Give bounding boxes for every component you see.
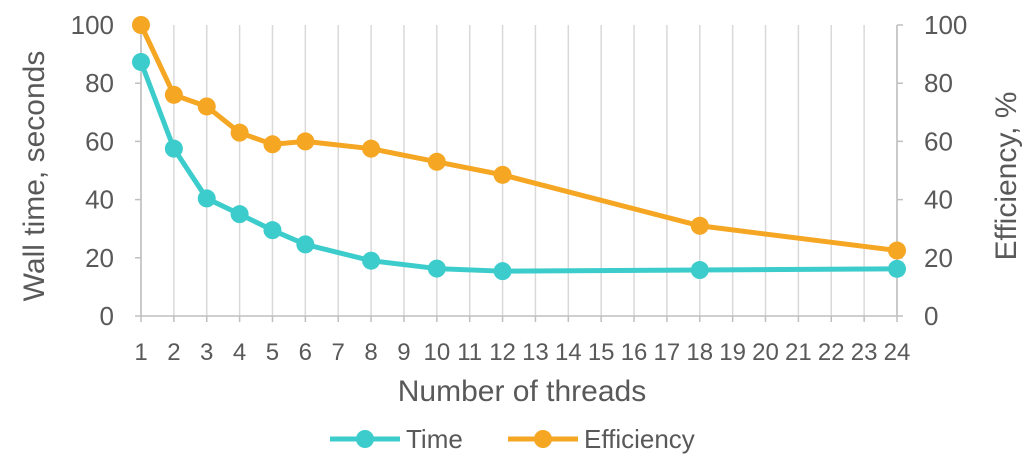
- x-tick-label: 24: [884, 339, 911, 366]
- y2-tick-label: 20: [924, 243, 953, 273]
- y-tick-label: 80: [85, 68, 114, 98]
- x-tick-label: 5: [266, 339, 279, 366]
- time-data-point: [493, 262, 512, 281]
- efficiency-data-point: [230, 123, 249, 142]
- y2-tick-label: 100: [924, 10, 967, 40]
- x-tick-label: 20: [752, 339, 779, 366]
- y-tick-label: 40: [85, 185, 114, 215]
- y-axis-title: Wall time, seconds: [18, 51, 51, 302]
- efficiency-data-point: [296, 132, 315, 151]
- right-y-axis-ticks: 0 20 40 60 80 100: [897, 10, 967, 331]
- x-tick-label: 8: [364, 339, 377, 366]
- time-data-point: [888, 259, 906, 278]
- legend-time-label: Time: [406, 424, 463, 454]
- x-tick-label: 10: [423, 339, 450, 366]
- x-tick-label: 18: [686, 339, 713, 366]
- efficiency-data-point: [888, 241, 906, 260]
- efficiency-series-line: [138, 23, 898, 254]
- x-tick-label: 4: [233, 339, 246, 366]
- x-tick-label: 13: [522, 339, 549, 366]
- legend-efficiency-label: Efficiency: [584, 424, 695, 454]
- y-tick-label: 0: [100, 301, 114, 331]
- x-tick-label: 21: [785, 339, 812, 366]
- time-data-point: [132, 52, 150, 71]
- time-series-line: [138, 61, 898, 274]
- time-data-point: [296, 235, 315, 254]
- left-y-axis-ticks: 0 20 40 60 80 100: [71, 10, 141, 331]
- x-tick-label: 7: [332, 339, 345, 366]
- y2-tick-label: 60: [924, 126, 953, 156]
- x-axis-ticks: 1 2 3 4 5 6 7 8 9 10 11 12 13 14 15 16 17 18 19 20 21 22 23 24: [134, 316, 910, 366]
- time-data-point: [427, 259, 446, 278]
- x-tick-label: 9: [397, 339, 410, 366]
- x-tick-label: 1: [134, 339, 147, 366]
- y-tick-label: 100: [71, 10, 114, 40]
- x-tick-label: 19: [719, 339, 746, 366]
- legend: Time Efficiency: [330, 424, 695, 454]
- efficiency-data-point: [164, 85, 183, 104]
- y2-axis-title: Efficiency, %: [990, 92, 1023, 261]
- efficiency-data-point: [362, 139, 381, 158]
- x-tick-label: 3: [200, 339, 213, 366]
- efficiency-data-point: [263, 135, 282, 154]
- time-data-point: [230, 205, 249, 224]
- time-data-point: [362, 251, 381, 270]
- time-data-point: [263, 221, 282, 240]
- x-tick-label: 6: [299, 339, 312, 366]
- efficiency-data-point: [493, 165, 512, 184]
- y2-tick-label: 80: [924, 68, 953, 98]
- y-tick-label: 60: [85, 126, 114, 156]
- x-tick-label: 2: [167, 339, 180, 366]
- y2-tick-label: 40: [924, 185, 953, 215]
- x-tick-label: 22: [818, 339, 845, 366]
- legend-efficiency-swatch-marker: [534, 430, 552, 448]
- efficiency-data-point: [427, 152, 446, 171]
- y2-tick-label: 0: [924, 301, 938, 331]
- x-tick-label: 16: [621, 339, 648, 366]
- x-tick-label: 15: [588, 339, 615, 366]
- series-layer: [132, 16, 906, 281]
- efficiency-data-point: [132, 16, 150, 34]
- x-tick-label: 11: [457, 339, 482, 366]
- efficiency-data-point: [690, 216, 709, 235]
- x-tick-label: 14: [555, 339, 582, 366]
- time-data-point: [164, 139, 183, 158]
- time-data-point: [197, 189, 216, 208]
- x-tick-label: 12: [489, 339, 516, 366]
- x-axis-title: Number of threads: [398, 375, 646, 408]
- efficiency-data-point: [197, 97, 216, 116]
- x-tick-label: 23: [851, 339, 878, 366]
- time-data-point: [690, 261, 709, 280]
- x-tick-label: 17: [654, 339, 681, 366]
- y-tick-label: 20: [85, 243, 114, 273]
- legend-time-swatch-marker: [356, 430, 374, 448]
